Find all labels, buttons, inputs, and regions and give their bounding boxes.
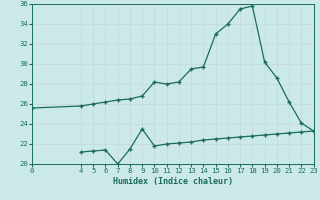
X-axis label: Humidex (Indice chaleur): Humidex (Indice chaleur) <box>113 177 233 186</box>
